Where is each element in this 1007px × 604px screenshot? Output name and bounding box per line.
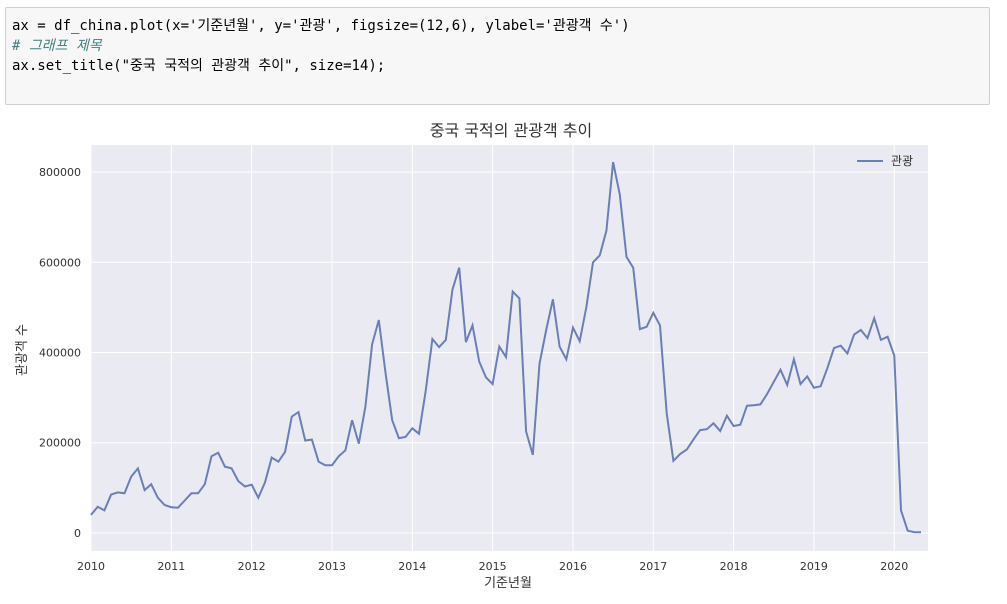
y-tick-label: 400000 [39,347,81,360]
code-line: ax.set_title("중국 국적의 관광객 추이", size=14); [12,58,386,74]
chart-title: 중국 국적의 관광객 추이 [430,121,592,140]
line-chart: 2010 2011 2012 2013 2014 2015 2016 2017 2018 2019… [15,121,928,591]
x-tick-label: 2020 [880,560,908,573]
x-tick-label: 2016 [559,560,587,573]
code-line: ax = df_china.plot(x='기준년월', y='관광', fig… [12,18,630,34]
y-tick-labels: 0 200000 400000 600000 800000 [39,166,81,540]
plot-area [91,145,928,551]
chart-output: 2010 2011 2012 2013 2014 2015 2016 2017 2018 2019… [0,110,1007,600]
y-tick-label: 800000 [39,166,81,179]
x-tick-label: 2011 [157,560,185,573]
series-line [90,161,922,534]
x-tick-label: 2015 [479,560,507,573]
grid-lines [90,145,928,551]
y-axis-label: 관광객 수 [15,324,30,376]
x-tick-label: 2010 [77,560,105,573]
y-tick-label: 600000 [39,256,81,269]
x-tick-label: 2012 [238,560,266,573]
code-comment-line: # 그래프 제목 [12,38,102,54]
y-tick-label: 0 [74,527,81,540]
code-cell[interactable]: ax = df_china.plot(x='기준년월', y='관광', fig… [5,7,990,105]
x-tick-label: 2018 [720,560,748,573]
y-tick-label: 200000 [39,437,81,450]
x-tick-label: 2017 [639,560,667,573]
x-tick-label: 2019 [800,560,828,573]
legend-label-series: 관광 [891,154,913,168]
x-axis-label: 기준년월 [484,576,532,591]
x-tick-labels: 2010 2011 2012 2013 2014 2015 2016 2017 2018 2019… [77,560,908,573]
x-tick-label: 2014 [398,560,426,573]
x-tick-label: 2013 [318,560,346,573]
legend: 관광 [857,154,913,168]
